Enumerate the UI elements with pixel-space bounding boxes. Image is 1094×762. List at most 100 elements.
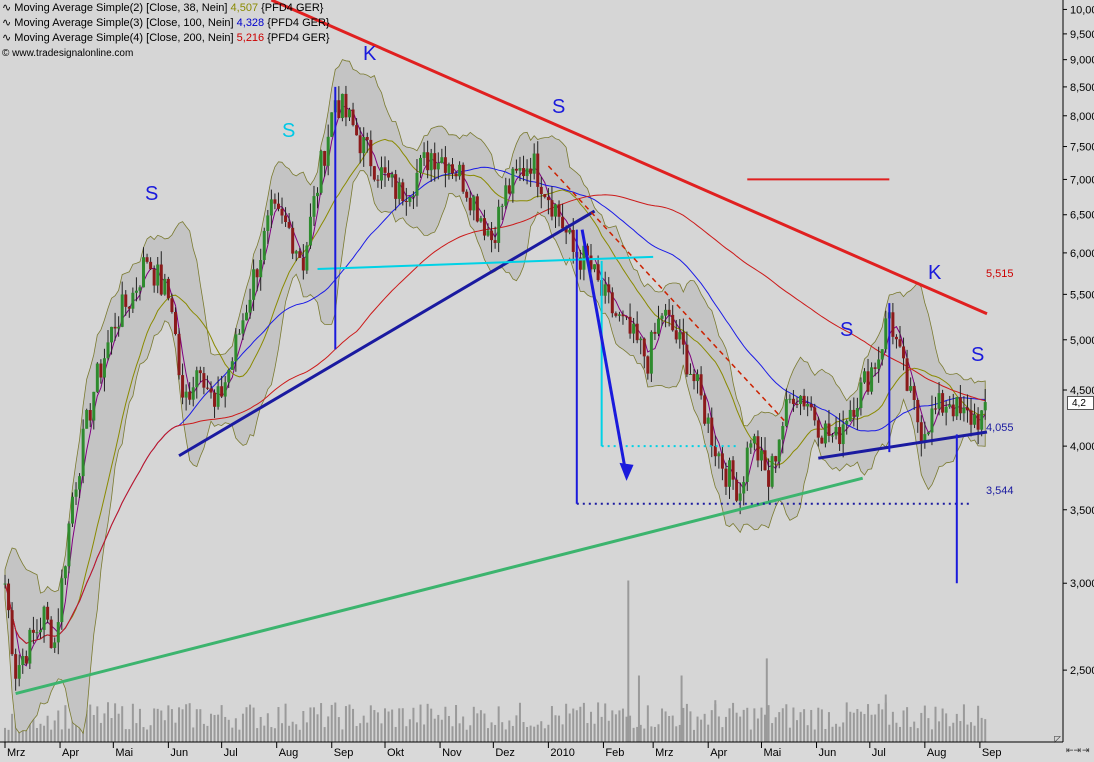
volume-bar <box>689 711 692 742</box>
volume-bar <box>717 716 720 742</box>
candle-body <box>166 278 170 299</box>
candle-body <box>369 139 373 167</box>
x-tick-label: Apr <box>62 747 79 759</box>
candle-body <box>376 179 380 181</box>
volume-bar <box>67 728 70 742</box>
candle-body <box>365 137 369 140</box>
volume-bar <box>298 729 301 742</box>
candle-body <box>230 361 234 370</box>
volume-bar <box>724 716 727 742</box>
volume-bar <box>749 729 752 742</box>
candle-body <box>873 367 877 369</box>
volume-bar <box>163 720 166 742</box>
candle-body <box>234 334 238 362</box>
y-tick-label: 3,000 <box>1070 578 1094 590</box>
pattern-label-shoulder: S <box>840 319 854 341</box>
y-tick-label: 3,500 <box>1070 505 1094 517</box>
volume-bar <box>121 706 124 742</box>
volume-bar <box>522 722 525 742</box>
volume-bar <box>483 713 486 742</box>
y-tick-label: 7,000 <box>1070 174 1094 186</box>
candle-body <box>539 186 543 195</box>
volume-bar <box>540 721 543 742</box>
volume-bar <box>323 727 326 742</box>
legend-toggle-icon[interactable]: ∿ <box>2 17 12 29</box>
volume-bar <box>426 703 429 742</box>
volume-bar <box>192 727 195 742</box>
legend-toggle-icon[interactable]: ∿ <box>2 2 12 14</box>
volume-bar <box>131 703 134 742</box>
candle-body <box>664 309 668 316</box>
resize-handle-icon[interactable]: ◸ <box>1054 734 1061 744</box>
candle-body <box>78 476 82 490</box>
volume-bar <box>394 726 397 742</box>
volume-bar <box>178 707 181 742</box>
y-tick-label: 2,500 <box>1070 665 1094 677</box>
volume-bar <box>433 718 436 742</box>
y-tick-label: 4,000 <box>1070 441 1094 453</box>
volume-bar <box>401 708 404 742</box>
pattern-label-shoulder: S <box>282 120 296 142</box>
candle-body <box>92 391 96 421</box>
candle-body <box>63 566 67 579</box>
candle-body <box>536 153 540 187</box>
volume-bar <box>671 715 674 742</box>
volume-bar <box>447 715 450 742</box>
scroll-right-icon[interactable]: ⇥ <box>1082 745 1090 755</box>
candle-body <box>110 326 114 343</box>
candle-body <box>965 407 969 411</box>
candle-body <box>585 245 589 256</box>
candle-body <box>731 460 735 480</box>
volume-bar <box>632 727 635 742</box>
candle-body <box>621 314 625 317</box>
volume-bar <box>39 723 42 742</box>
candle-body <box>216 386 220 407</box>
trendline-long-support <box>15 476 864 696</box>
candle-body <box>806 403 810 407</box>
volume-bar <box>316 714 319 742</box>
volume-spike-bar <box>884 694 887 742</box>
volume-bar <box>664 711 667 742</box>
candle-body <box>848 409 852 421</box>
candle-body <box>518 168 522 171</box>
candle-body <box>685 344 689 375</box>
scroll-arrows-icon[interactable]: ⇤⇥ <box>1066 745 1082 755</box>
candle-body <box>248 299 252 313</box>
volume-bar <box>799 712 802 742</box>
candle-body <box>866 371 870 392</box>
legend-value: 4,507 <box>230 2 259 14</box>
volume-bar <box>408 719 411 742</box>
candle-body <box>767 470 771 487</box>
candle-body <box>482 218 486 236</box>
volume-bar <box>497 706 500 742</box>
volume-bar <box>220 705 223 742</box>
volume-bar <box>653 726 656 742</box>
legend-toggle-icon[interactable]: ∿ <box>2 32 12 44</box>
volume-bar <box>96 706 99 742</box>
volume-bar <box>568 713 571 742</box>
candle-body <box>550 200 554 217</box>
y-tick-label: 10,00 <box>1070 4 1094 16</box>
volume-bar <box>877 703 880 742</box>
volume-bar <box>149 725 152 742</box>
volume-bar <box>89 704 92 742</box>
candle-body <box>209 388 213 393</box>
candle-body <box>834 427 838 436</box>
volume-bar <box>980 717 983 742</box>
candle-body <box>294 251 298 254</box>
volume-bar <box>114 703 117 742</box>
candle-body <box>568 229 572 233</box>
candle-body <box>7 583 11 611</box>
candle-body <box>156 264 160 286</box>
candle-body <box>745 447 749 482</box>
candle-body <box>713 445 717 457</box>
candle-body <box>504 185 508 206</box>
candle-body <box>319 151 323 193</box>
candle-body <box>28 629 32 664</box>
candle-body <box>287 221 291 228</box>
volume-bar <box>906 707 909 742</box>
candle-body <box>642 338 646 357</box>
candle-body <box>546 197 550 201</box>
candle-body <box>777 439 781 462</box>
y-tick-label: 6,000 <box>1070 248 1094 260</box>
